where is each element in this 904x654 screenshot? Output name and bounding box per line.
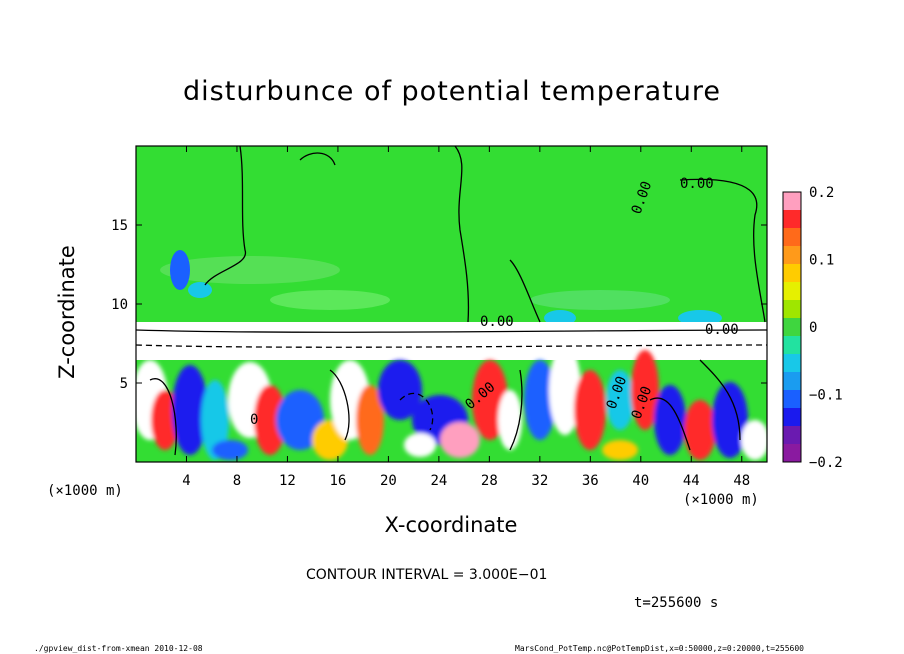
footer-left: ./gpview_dist-from-xmean 2010-12-08 — [34, 644, 203, 653]
colorbar-swatch — [783, 318, 801, 337]
y-tick-label: 10 — [111, 297, 128, 313]
x-axis: 4 8 12 16 20 24 28 32 36 40 44 48 — [182, 146, 750, 489]
cell-blob — [654, 385, 686, 455]
contour-interval-label: CONTOUR INTERVAL = 3.000E−01 — [306, 567, 548, 583]
contour-line — [329, 369, 350, 441]
colorbar-swatch — [783, 246, 801, 265]
contour-line — [679, 178, 766, 323]
x-axis-unit-right: (×1000 m) — [683, 492, 759, 508]
colorbar-swatch — [783, 426, 801, 445]
upper-patch — [530, 290, 670, 310]
colorbar-swatch — [783, 228, 801, 247]
cell-blob — [172, 365, 208, 455]
colorbar-swatch — [783, 210, 801, 229]
x-axis-label: X-coordinate — [384, 513, 518, 537]
contour-label: 0.00 — [480, 314, 514, 330]
cell-blob — [404, 433, 436, 457]
colorbar-swatch — [783, 300, 801, 319]
contour-line — [136, 329, 767, 333]
contour-label: 0.00 — [705, 322, 739, 338]
x-tick-label: 24 — [430, 473, 447, 489]
cell-blob — [276, 390, 324, 450]
colorbar-tick-label: 0.1 — [809, 253, 834, 269]
colorbar-swatch — [783, 390, 801, 409]
contour-line — [204, 146, 246, 286]
x-tick-label: 16 — [329, 473, 346, 489]
colorbar-swatch — [783, 444, 801, 463]
cell-blob — [606, 370, 634, 430]
cell-blob — [201, 380, 229, 460]
inversion-layer — [136, 322, 767, 362]
cell-blob — [498, 390, 522, 450]
contour-line — [649, 397, 691, 451]
cell-blob — [684, 400, 716, 460]
time-label: t=255600 s — [634, 595, 719, 611]
contour-line — [509, 369, 523, 451]
footer-right: MarsCond_PotTemp.nc@PotTempDist,x=0:5000… — [515, 644, 804, 653]
colorbar-swatch — [783, 264, 801, 283]
cell-blob — [151, 390, 179, 450]
colorbar-swatch — [783, 354, 801, 373]
colorbar: 0.2 0.1 0 −0.1 −0.2 — [782, 185, 843, 471]
cell-blob — [440, 422, 480, 458]
colorbar-swatch — [783, 282, 801, 301]
x-tick-label: 8 — [233, 473, 241, 489]
x-tick-label: 44 — [683, 473, 700, 489]
colorbar-tick-label: −0.1 — [809, 388, 843, 404]
cell-blob — [524, 360, 556, 440]
x-tick-label: 32 — [531, 473, 548, 489]
cell-blob — [254, 385, 286, 455]
colorbar-tick-label: 0 — [809, 320, 817, 336]
x-tick-label: 20 — [380, 473, 397, 489]
cell-blob — [549, 345, 581, 435]
cell-blob — [378, 360, 422, 420]
upper-patch — [188, 282, 212, 298]
contour-label: 0.00 — [680, 176, 714, 192]
contour-line — [699, 359, 741, 441]
x-axis-unit-left: (×1000 m) — [47, 483, 123, 499]
y-axis: 5 10 15 — [111, 218, 767, 392]
cell-blob — [574, 370, 606, 450]
x-tick-label: 12 — [279, 473, 296, 489]
x-tick-label: 48 — [733, 473, 750, 489]
x-tick-label: 4 — [182, 473, 190, 489]
x-tick-label: 40 — [632, 473, 649, 489]
contour-line — [299, 152, 336, 166]
cell-blob — [741, 420, 767, 460]
contour-lines — [136, 146, 767, 456]
y-tick-label: 5 — [120, 376, 128, 392]
x-tick-label: 28 — [481, 473, 498, 489]
colorbar-swatch — [783, 336, 801, 355]
cell-blob — [602, 440, 638, 460]
y-tick-label: 15 — [111, 218, 128, 234]
colorbar-tick-label: −0.2 — [809, 455, 843, 471]
chart-title: disturbunce of potential temperature — [183, 76, 721, 107]
x-tick-label: 36 — [582, 473, 599, 489]
cell-blob — [212, 440, 248, 460]
upper-patch — [160, 256, 340, 284]
contour-line — [149, 378, 177, 456]
colorbar-swatch — [783, 408, 801, 427]
upper-field — [136, 146, 767, 328]
colorbar-frame — [782, 191, 802, 463]
cell-blob — [356, 385, 384, 455]
cell-blob — [631, 350, 659, 430]
contour-line — [509, 259, 541, 323]
colorbar-swatch — [783, 192, 801, 211]
colorbar-swatch — [783, 372, 801, 391]
contour-line-dashed — [136, 344, 767, 348]
upper-patch — [270, 290, 390, 310]
contour-label: 0 — [250, 412, 258, 428]
plot-area: 0.000.000.00 0.000.000.00 0.000 — [136, 146, 767, 462]
contour-line — [454, 146, 470, 323]
colorbar-tick-label: 0.2 — [809, 185, 834, 201]
contour-line-dashed — [399, 392, 434, 431]
cell-blob — [712, 382, 748, 458]
upper-patch — [170, 250, 190, 290]
